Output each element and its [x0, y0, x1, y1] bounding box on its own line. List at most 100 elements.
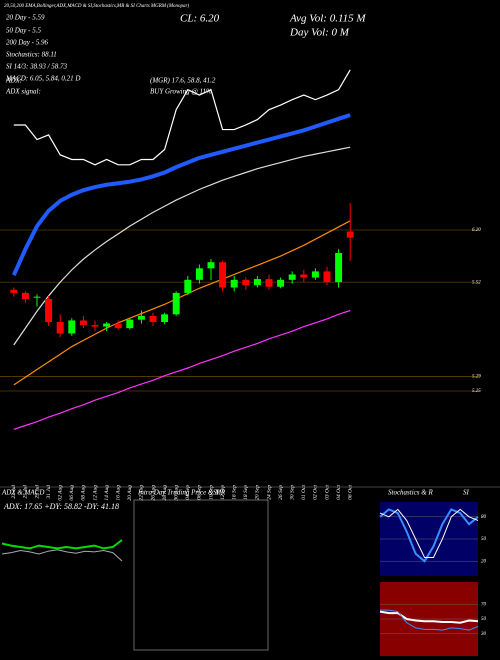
candle-body	[172, 292, 180, 315]
panel-subtitle: ADX: 17.65 +DY: 58.82 -DY: 41.18	[3, 502, 119, 511]
x-tick-label: 01 Oct	[301, 485, 307, 500]
panel-subtitle: SI	[463, 489, 470, 497]
indicator-line	[1, 549, 123, 562]
intraday-box	[133, 499, 269, 651]
indicator-line	[13, 220, 351, 386]
x-tick-label: 08 Aug	[81, 485, 87, 501]
x-tick-label: 30 Sep	[289, 485, 295, 501]
candle-body	[103, 323, 111, 327]
page-title: 20,50,200 EMA,Bollinger,ADX,MACD & SI,St…	[4, 4, 189, 9]
x-tick-label: 06 Oct	[347, 485, 353, 500]
y-tick-label: 50	[481, 617, 487, 622]
candle-body	[45, 299, 53, 322]
candle-body	[195, 268, 203, 280]
candle-body	[79, 320, 87, 326]
ema200: 200 Day - 5.96	[6, 39, 48, 47]
candle-body	[242, 279, 250, 286]
ema50: 50 Day - 5.5	[6, 27, 41, 35]
x-tick-label: 10 Sep	[208, 485, 214, 500]
x-tick-label: 12 Sep	[220, 485, 226, 500]
candle-body	[253, 279, 261, 286]
candle-body	[114, 323, 122, 329]
candle-body	[91, 325, 99, 327]
indicator-line	[379, 508, 479, 558]
x-tick-label: 12 Aug	[92, 485, 98, 501]
x-tick-label: 29 Jul	[34, 485, 40, 499]
panel-title: ADX & MACD	[1, 489, 44, 497]
x-tick-label: 02 Oct	[313, 485, 319, 500]
x-tick-label: 24 Sep	[265, 485, 272, 500]
candle-body	[230, 279, 238, 288]
candle-body	[219, 262, 227, 288]
candle-body	[56, 322, 64, 334]
x-tick-label: 16 Aug	[115, 485, 121, 501]
indicator-line	[13, 69, 351, 166]
candle-body	[33, 296, 41, 298]
x-tick-label: 16 Sep	[231, 485, 237, 500]
panel-subtitle: SI	[213, 489, 220, 497]
y-tick-label: 5.52	[472, 280, 481, 285]
y-tick-label: 20	[481, 559, 487, 564]
indicator-line	[379, 508, 479, 563]
macd: MACD: 6.05, 5.84, 0.21 D	[5, 75, 80, 83]
candle-body	[265, 279, 273, 287]
candle-body	[149, 315, 157, 322]
stochastics: Stochastics: 88.11	[6, 51, 57, 59]
candle-body	[207, 262, 215, 269]
candle-body	[311, 271, 319, 278]
x-tick-label: 04 Sep	[184, 485, 191, 500]
candle-body	[335, 253, 343, 283]
si: SI 14/3: 38.93 / 58.73	[6, 63, 68, 71]
candle-body	[300, 274, 308, 278]
day-vol: Day Vol: 0 M	[289, 27, 350, 39]
candle-body	[10, 289, 18, 293]
adx-value: (MGR) 17.6, 58.8, 41.2	[150, 77, 216, 85]
x-tick-label: 02 Aug	[57, 485, 63, 501]
x-tick-label: 18 Sep	[243, 485, 249, 500]
candle-body	[323, 271, 331, 283]
candle-body	[68, 320, 76, 334]
indicator-line	[379, 610, 479, 624]
x-tick-label: 26 Aug	[150, 485, 156, 501]
x-tick-label: 26 Sep	[278, 485, 284, 500]
y-tick-label: 5.25	[472, 389, 481, 394]
x-tick-label: 04 Oct	[335, 485, 342, 500]
y-tick-label: 6.20	[472, 228, 481, 233]
x-tick-label: 23 Jul	[11, 485, 17, 499]
candle-body	[161, 314, 169, 322]
indicator-line	[380, 609, 479, 631]
indicator-line	[13, 146, 351, 346]
indicator-line	[13, 309, 351, 430]
panel-title: Intra Day Trading Price & MR	[137, 489, 226, 497]
x-tick-label: 31 Jul	[46, 485, 52, 500]
candle-body	[184, 279, 192, 293]
adx-label: ADX:	[5, 77, 22, 85]
candle-body	[21, 292, 29, 299]
x-tick-label: 30 Aug	[173, 485, 179, 502]
adx-signal: BUY Growing @ 11%	[150, 88, 212, 96]
x-tick-label: 22 Aug	[139, 485, 145, 501]
x-tick-label: 03 Oct	[324, 485, 330, 500]
adx-signal-label: ADX signal:	[5, 88, 41, 96]
x-tick-label: 25 Jul	[23, 485, 29, 499]
x-tick-label: 06 Aug	[69, 485, 75, 501]
close: CL: 6.20	[180, 13, 220, 25]
x-tick-label: 20 Sep	[255, 485, 261, 500]
y-tick-label: 5.29	[472, 375, 481, 380]
candle-body	[346, 231, 354, 238]
y-tick-label: 50	[481, 537, 487, 542]
candle-body	[126, 319, 134, 329]
y-tick-label: 70	[481, 602, 487, 607]
candle-body	[277, 279, 285, 287]
y-tick-label: 30	[481, 632, 487, 637]
candle-body	[288, 274, 296, 280]
candle-body	[137, 315, 145, 320]
avg-vol: Avg Vol: 0.115 M	[289, 13, 366, 25]
indicator-line	[1, 539, 123, 550]
x-tick-label: 20 Aug	[127, 485, 133, 501]
indicator-line	[11, 113, 351, 277]
panel-title: Stochastics & R	[388, 489, 433, 497]
x-tick-label: 06 Sep	[197, 485, 203, 500]
x-tick-label: 28 Aug	[162, 485, 168, 501]
